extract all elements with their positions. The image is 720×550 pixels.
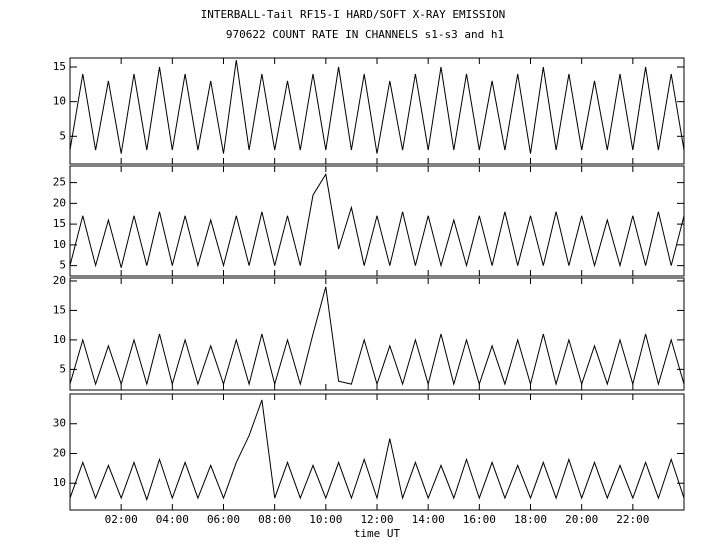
y-tick-label: 25 xyxy=(53,176,66,189)
data-line xyxy=(69,60,685,154)
x-tick-label: 20:00 xyxy=(565,513,598,526)
y-tick-label: 30 xyxy=(53,417,66,430)
panel-frame xyxy=(69,393,685,511)
chart-title: INTERBALL-Tail RF15-I HARD/SOFT X-RAY EM… xyxy=(201,8,506,21)
y-tick-label: 5 xyxy=(59,259,66,272)
x-tick-label: 18:00 xyxy=(514,513,547,526)
x-tick-label: 04:00 xyxy=(156,513,189,526)
y-tick-label: 10 xyxy=(53,476,66,489)
x-tick-label: 06:00 xyxy=(207,513,240,526)
y-tick-label: 15 xyxy=(53,217,66,230)
x-tick-label: 10:00 xyxy=(309,513,342,526)
data-line xyxy=(69,172,685,268)
y-tick-label: 10 xyxy=(53,238,66,251)
panel-frame xyxy=(69,57,685,165)
y-tick-label: 15 xyxy=(53,60,66,73)
data-line xyxy=(69,286,685,387)
panel-frame xyxy=(69,277,685,391)
y-tick-label: 15 xyxy=(53,303,66,316)
y-tick-label: 5 xyxy=(59,129,66,142)
x-tick-label: 16:00 xyxy=(463,513,496,526)
y-tick-label: 10 xyxy=(53,333,66,346)
x-tick-label: 22:00 xyxy=(616,513,649,526)
y-tick-label: 20 xyxy=(53,196,66,209)
y-tick-label: 20 xyxy=(53,446,66,459)
x-axis-label: time UT xyxy=(354,527,401,540)
x-tick-label: 02:00 xyxy=(105,513,138,526)
x-tick-label: 08:00 xyxy=(258,513,291,526)
x-tick-label: 12:00 xyxy=(360,513,393,526)
chart-subtitle: 970622 COUNT RATE IN CHANNELS s1-s3 and … xyxy=(226,28,504,41)
y-tick-label: 10 xyxy=(53,95,66,108)
x-tick-label: 14:00 xyxy=(412,513,445,526)
y-tick-label: 20 xyxy=(53,274,66,287)
y-tick-label: 5 xyxy=(59,362,66,375)
data-line xyxy=(69,399,685,502)
